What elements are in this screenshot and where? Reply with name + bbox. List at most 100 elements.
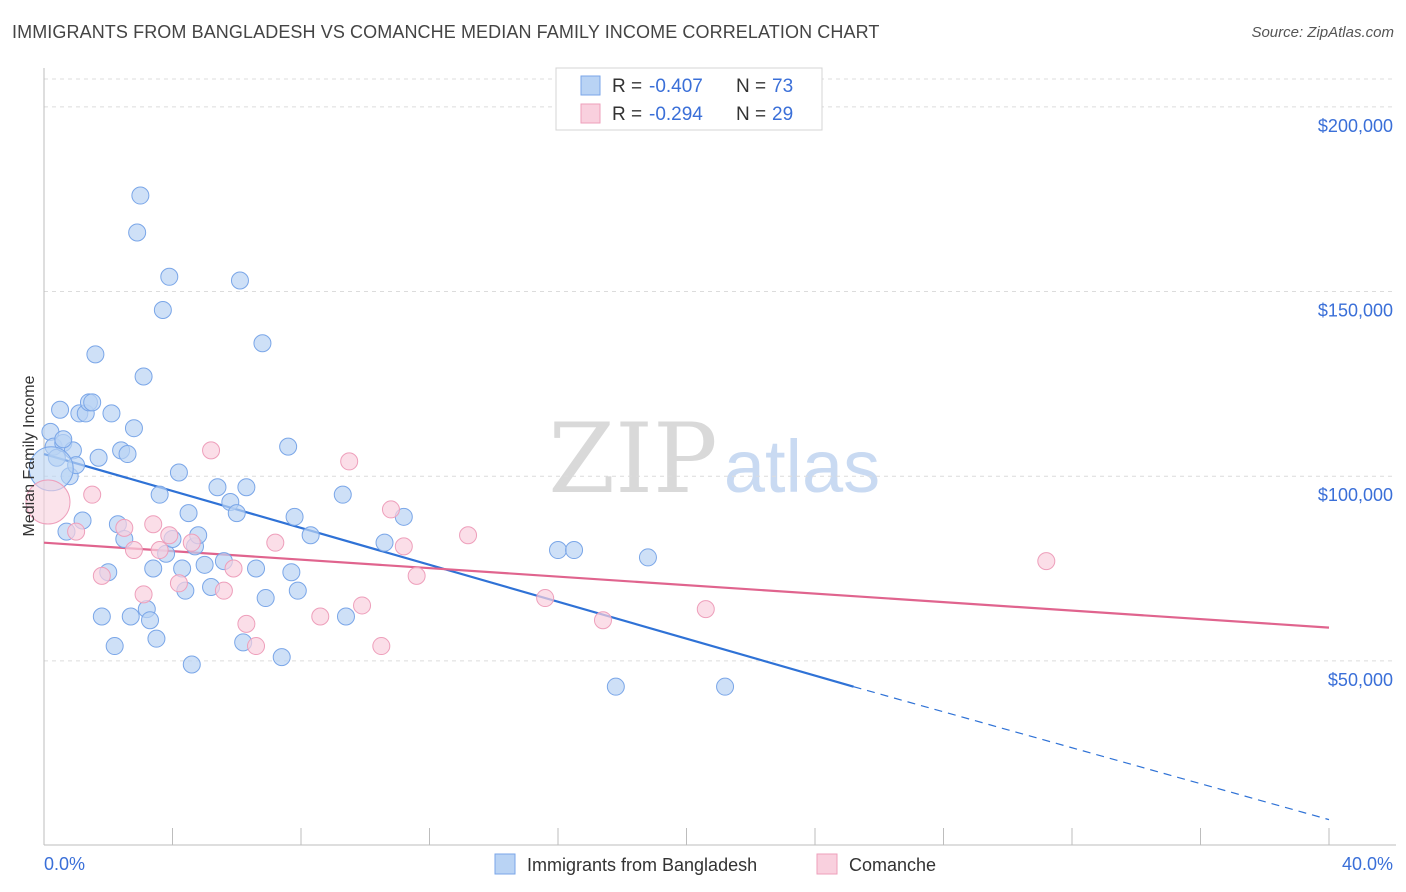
data-point-bangladesh-19 <box>105 637 124 656</box>
bottom-legend-swatch-bangladesh <box>494 853 516 875</box>
data-point-bangladesh-69 <box>606 677 625 696</box>
data-point-comanche-23 <box>407 566 426 585</box>
data-point-bangladesh-23 <box>118 445 137 464</box>
y-tick-label-200000: $200,000 <box>1318 116 1393 136</box>
data-point-comanche-4 <box>124 541 143 560</box>
trend-line-comanche <box>43 541 1330 629</box>
data-point-comanche-15 <box>247 637 266 656</box>
data-point-bangladesh-57 <box>272 648 291 667</box>
legend-n-label-comanche: N = <box>736 104 766 125</box>
data-point-comanche-7 <box>150 541 169 560</box>
data-point-comanche-large-0 <box>25 479 71 525</box>
data-point-bangladesh-31 <box>144 559 163 578</box>
data-point-bangladesh-14 <box>86 345 105 364</box>
data-point-bangladesh-36 <box>160 267 179 286</box>
data-point-bangladesh-53 <box>237 478 256 497</box>
data-point-bangladesh-16 <box>92 607 111 626</box>
data-point-bangladesh-68 <box>565 541 584 560</box>
data-point-bangladesh-64 <box>336 607 355 626</box>
data-point-comanche-0 <box>67 522 86 541</box>
legend-swatch-comanche <box>580 103 601 124</box>
data-point-bangladesh-67 <box>549 541 567 560</box>
data-point-bangladesh-32 <box>147 629 166 648</box>
data-point-comanche-8 <box>160 526 179 545</box>
data-point-comanche-2 <box>92 566 111 585</box>
data-point-comanche-24 <box>459 526 478 545</box>
x-tick-label-min: 0.0% <box>44 854 85 874</box>
data-point-comanche-20 <box>372 637 391 656</box>
legend-n-value-comanche: 29 <box>772 104 793 125</box>
data-point-bangladesh-30 <box>141 611 160 630</box>
data-point-bangladesh-39 <box>173 559 192 578</box>
data-point-comanche-5 <box>134 585 153 604</box>
y-axis-label: Median Family Income <box>21 375 38 536</box>
watermark-atlas: atlas <box>724 425 880 508</box>
data-point-bangladesh-70 <box>638 548 657 567</box>
data-point-bangladesh-58 <box>279 437 298 456</box>
data-point-comanche-22 <box>394 537 413 556</box>
data-point-comanche-11 <box>202 441 221 460</box>
data-point-bangladesh-55 <box>253 334 272 353</box>
bottom-legend-swatch-comanche <box>816 853 838 875</box>
data-point-bangladesh-62 <box>301 526 320 545</box>
data-point-bangladesh-28 <box>134 367 153 386</box>
data-point-bangladesh-56 <box>256 589 275 608</box>
data-point-bangladesh-50 <box>227 504 246 523</box>
data-point-comanche-17 <box>311 607 330 626</box>
data-point-bangladesh-34 <box>153 301 172 320</box>
data-point-comanche-12 <box>214 581 233 600</box>
data-point-comanche-26 <box>593 611 612 630</box>
data-point-bangladesh-26 <box>128 223 147 242</box>
data-point-bangladesh-45 <box>195 555 214 574</box>
y-tick-labels: $50,000 $100,000 $150,000 $200,000 <box>1318 116 1393 690</box>
data-point-bangladesh-54 <box>247 559 266 578</box>
data-point-comanche-28 <box>1037 552 1056 571</box>
bottom-legend: Immigrants from Bangladesh Comanche <box>494 853 936 875</box>
x-tick-label-max: 40.0% <box>1342 854 1393 874</box>
legend-r-label-bangladesh: R = <box>612 76 642 97</box>
data-point-comanche-13 <box>224 559 243 578</box>
axes <box>43 68 1396 846</box>
data-points <box>25 186 1056 696</box>
data-point-comanche-9 <box>169 574 188 593</box>
data-point-comanche-1 <box>83 485 102 504</box>
data-point-bangladesh-61 <box>288 581 307 600</box>
y-tick-label-100000: $100,000 <box>1318 485 1393 505</box>
watermark-zip: ZIP <box>548 403 717 515</box>
data-point-comanche-6 <box>144 515 163 534</box>
data-point-bangladesh-65 <box>375 533 394 552</box>
y-tick-label-50000: $50,000 <box>1328 670 1393 690</box>
trend-lines <box>43 452 1330 821</box>
y-tick-label-150000: $150,000 <box>1318 301 1393 321</box>
data-point-comanche-27 <box>696 600 715 619</box>
data-point-bangladesh-25 <box>124 419 143 438</box>
data-point-bangladesh-72 <box>54 430 73 449</box>
data-point-bangladesh-38 <box>169 463 188 482</box>
chart-source: Source: ZipAtlas.com <box>1251 24 1394 41</box>
data-point-bangladesh-59 <box>282 563 301 582</box>
data-point-bangladesh-71 <box>716 677 735 696</box>
data-point-comanche-3 <box>115 518 134 537</box>
legend-r-value-bangladesh: -0.407 <box>649 76 703 97</box>
bottom-legend-label-bangladesh: Immigrants from Bangladesh <box>527 855 757 875</box>
data-point-comanche-21 <box>381 500 400 519</box>
trend-line-bangladesh-extension <box>853 686 1330 821</box>
data-point-bangladesh-60 <box>285 507 304 526</box>
legend-box: R = -0.407 N = 73 R = -0.294 N = 29 <box>555 67 823 131</box>
data-point-bangladesh-47 <box>208 478 227 497</box>
data-point-comanche-16 <box>266 533 285 552</box>
chart-title: IMMIGRANTS FROM BANGLADESH VS COMANCHE M… <box>12 22 880 42</box>
legend-r-label-comanche: R = <box>612 104 642 125</box>
data-point-bangladesh-3 <box>51 400 70 419</box>
legend-swatch-bangladesh <box>580 75 601 96</box>
data-point-comanche-10 <box>182 533 201 552</box>
data-point-bangladesh-13 <box>83 393 102 412</box>
data-point-bangladesh-24 <box>121 607 140 626</box>
legend-r-value-comanche: -0.294 <box>649 104 703 125</box>
grid-lines <box>44 78 1396 662</box>
data-point-bangladesh-63 <box>333 485 352 504</box>
bottom-legend-label-comanche: Comanche <box>849 855 936 875</box>
legend-n-value-bangladesh: 73 <box>772 76 793 97</box>
data-point-bangladesh-15 <box>89 448 108 467</box>
